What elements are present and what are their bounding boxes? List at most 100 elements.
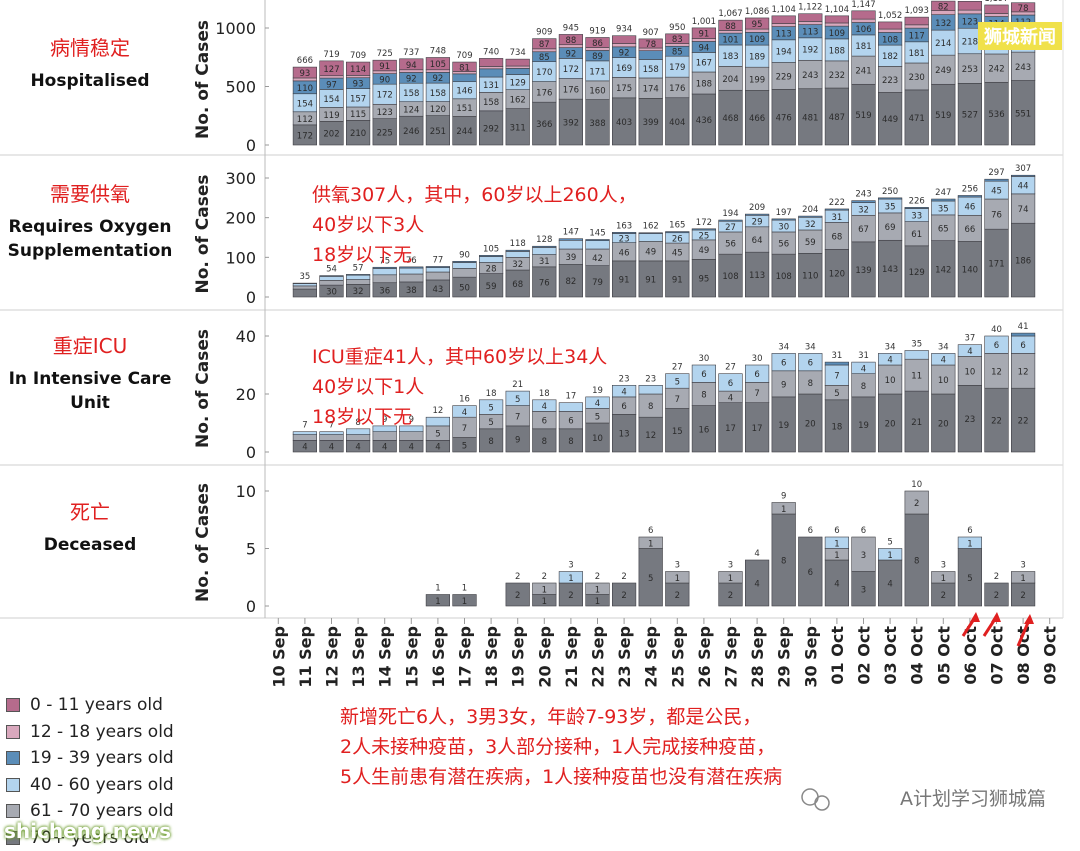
segment-label: 127 (323, 65, 339, 75)
total-label: 719 (323, 50, 339, 60)
segment-label: 56 (778, 240, 789, 250)
total-label: 909 (536, 28, 552, 38)
total-label: 1,216 (1011, 0, 1035, 2)
total-label: 9 (781, 492, 786, 502)
x-tick-label: 19 Sep (509, 626, 528, 688)
segment-label: 33 (911, 212, 922, 222)
segment-label: 109 (829, 29, 845, 39)
segment-label: 468 (722, 114, 738, 124)
total-label: 734 (510, 48, 526, 58)
segment-label: 78 (645, 40, 656, 50)
segment-label: 1 (1020, 574, 1025, 584)
segment-label: 249 (935, 66, 951, 76)
segment-label: 123 (377, 108, 393, 118)
segment-label: 83 (672, 35, 683, 45)
segment-label: 113 (776, 30, 792, 40)
segment-label: 172 (297, 131, 313, 141)
x-tick-label: 29 Sep (775, 626, 794, 688)
total-label: 1,104 (825, 5, 849, 15)
segment-label: 143 (882, 265, 898, 275)
segment-label: 7 (675, 395, 680, 405)
segment-label: 188 (696, 79, 712, 89)
x-tick-label: 28 Sep (748, 626, 767, 688)
total-label: 3 (675, 561, 680, 571)
segment-label: 4 (834, 580, 839, 590)
total-label: 934 (616, 25, 632, 35)
segment-label: 1 (648, 539, 653, 549)
segment-label: 21 (911, 418, 922, 428)
segment-label: 242 (988, 65, 1004, 75)
panel-label-cn: 需要供氧 (0, 178, 180, 207)
segment-label: 4 (861, 364, 866, 374)
total-label: 10 (911, 480, 922, 490)
bar-segment (346, 274, 370, 275)
segment-label: 109 (749, 35, 765, 45)
bar-segment (293, 435, 317, 441)
segment-label: 5 (834, 389, 839, 399)
total-label: 222 (829, 198, 845, 208)
y-tick-label: 500 (225, 78, 256, 97)
segment-label: 11 (911, 372, 922, 382)
segment-label: 22 (991, 417, 1002, 427)
segment-label: 6 (808, 568, 813, 578)
bar-segment (825, 16, 849, 23)
segment-label: 8 (808, 379, 813, 389)
total-label: 1,104 (772, 5, 796, 15)
total-label: 23 (619, 374, 630, 384)
segment-label: 167 (696, 59, 712, 69)
segment-label: 192 (802, 46, 818, 56)
x-tick-label: 14 Sep (376, 626, 395, 688)
total-label: 6 (648, 526, 653, 536)
bar-segment (346, 75, 370, 77)
segment-label: 93 (299, 69, 310, 79)
segment-label: 2 (1020, 591, 1025, 601)
total-label: 34 (885, 342, 896, 352)
bar-segment (320, 276, 344, 280)
segment-label: 56 (725, 240, 736, 250)
segment-label: 69 (885, 223, 896, 233)
segment-label: 218 (962, 37, 978, 47)
segment-label: 244 (456, 127, 472, 137)
segment-label: 243 (802, 71, 818, 81)
bar-segment (958, 10, 982, 14)
segment-label: 251 (430, 127, 446, 137)
segment-label: 202 (323, 130, 339, 140)
total-label: 725 (377, 49, 393, 59)
bar-segment (426, 70, 450, 73)
x-tick-label: 30 Sep (801, 626, 820, 688)
segment-label: 174 (643, 85, 659, 95)
bar-segment (612, 44, 636, 47)
bar-segment (400, 432, 424, 441)
segment-label: 3 (861, 585, 866, 595)
segment-label: 68 (831, 232, 842, 242)
segment-label: 89 (592, 52, 603, 62)
panel-label-deceased: 死亡 Deceased (0, 496, 180, 557)
segment-label: 189 (749, 53, 765, 63)
segment-label: 199 (749, 75, 765, 85)
segment-label: 19 (778, 421, 789, 431)
total-label: 3 (941, 561, 946, 571)
panel-label-en: In Intensive Care Unit (0, 367, 180, 415)
segment-label: 2 (941, 591, 946, 601)
segment-label: 32 (805, 220, 816, 230)
total-label: 1 (462, 584, 467, 594)
segment-label: 17 (725, 424, 736, 434)
segment-label: 90 (379, 75, 390, 85)
segment-label: 188 (829, 46, 845, 56)
segment-label: 4 (355, 443, 360, 453)
icu-annotation: ICU重症41人，其中60岁以上34人 40岁以下1人 18岁以下无 (312, 342, 607, 432)
y-tick-label: 0 (246, 288, 256, 307)
bar-segment (453, 74, 477, 82)
segment-label: 115 (350, 110, 366, 120)
segment-label: 176 (563, 85, 579, 95)
segment-label: 91 (379, 62, 390, 72)
segment-label: 132 (935, 19, 951, 29)
segment-label: 38 (406, 286, 417, 296)
bar-segment (293, 289, 317, 297)
x-tick-label: 18 Sep (482, 626, 501, 688)
total-label: 35 (911, 340, 922, 350)
total-label: 2 (542, 572, 547, 582)
segment-label: 129 (909, 268, 925, 278)
segment-label: 1 (887, 551, 892, 561)
bar-segment (719, 220, 743, 221)
